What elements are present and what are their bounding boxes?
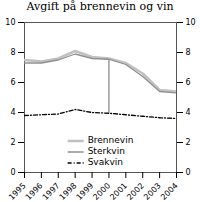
svg-text:6: 6 [186, 78, 191, 87]
svg-text:6: 6 [10, 78, 15, 87]
html-text:Sterkvin: Sterkvin [87, 146, 125, 156]
svg-text:2: 2 [186, 138, 191, 147]
svg-text:4: 4 [186, 108, 191, 117]
svg-text:10: 10 [5, 18, 15, 27]
svg-text:10: 10 [186, 18, 196, 27]
svg-text:8: 8 [10, 48, 15, 57]
svg-text:2004: 2004 [159, 181, 180, 200]
svg-text:4: 4 [10, 108, 15, 117]
html-text:Brennevin: Brennevin [87, 135, 134, 145]
svg-text:8: 8 [186, 48, 191, 57]
svg-text:2: 2 [10, 138, 15, 147]
svg-text:0: 0 [10, 168, 15, 177]
svg-text:0: 0 [186, 168, 191, 177]
html-text:Svakvin: Svakvin [87, 157, 123, 167]
html-text:Avgift på brennevin og vin: Avgift på brennevin og vin [26, 0, 174, 13]
